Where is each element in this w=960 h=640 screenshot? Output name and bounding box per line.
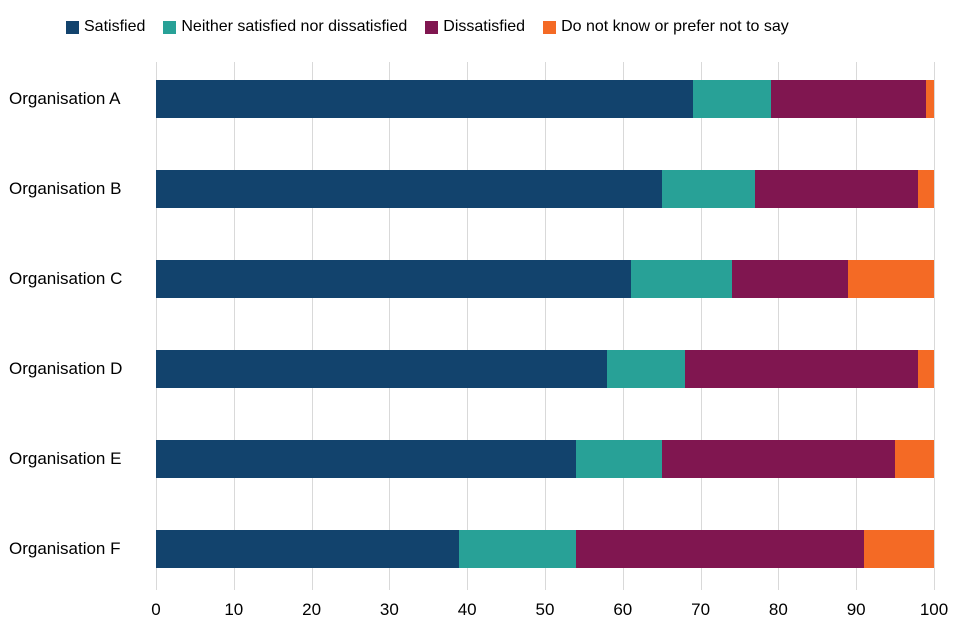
gridline [389,62,391,590]
bar-segment [685,350,919,388]
bar-row [156,80,934,118]
category-label: Organisation A [9,89,121,108]
legend-label: Dissatisfied [443,18,526,35]
bar-segment [156,350,608,388]
category-label: Organisation D [9,359,123,378]
x-tick-label: 80 [768,600,788,619]
legend-swatch-icon [163,20,177,34]
bar-segment [156,440,577,478]
legend: Satisfied Neither satisfied nor dissatisf… [66,18,789,36]
gridline [545,62,546,590]
bar-segment [630,260,732,298]
bar-row [156,440,934,478]
gridline [856,62,858,590]
legend-item: Dissatisfied [425,18,525,36]
gridline [467,62,469,590]
x-tick-label: 90 [846,600,866,619]
x-tick-label: 60 [613,600,633,619]
bar-row [156,170,934,208]
gridline [778,62,780,590]
bar-segment [459,530,577,568]
bar-segment [156,80,693,118]
x-tick-label: 40 [457,600,477,619]
bar-segment [576,440,662,478]
bar-row [156,260,934,298]
bar-segment [895,440,934,478]
category-label: Organisation F [9,539,121,558]
gridline [934,62,935,590]
bar-segment [156,170,662,208]
gridline [622,62,624,590]
category-label: Organisation C [9,269,123,288]
x-tick-label: 70 [691,600,711,619]
gridline [311,62,313,590]
x-tick-label: 20 [302,600,322,619]
bar-segment [848,260,934,298]
category-label: Organisation B [9,179,122,198]
gridline [700,62,702,590]
bar-segment [607,350,686,388]
bar-segment [661,170,756,208]
legend-swatch-icon [66,20,79,34]
bar-segment [770,80,927,118]
x-tick-label: 10 [224,600,244,619]
gridline [156,62,157,590]
legend-item: Do not know or prefer not to say [543,18,789,36]
bar-segment [156,260,631,298]
bar-segment [156,530,460,568]
bar-segment [863,530,934,568]
bar-segment [692,80,771,118]
legend-item: Satisfied [66,18,145,36]
x-tick-label: 50 [535,600,555,619]
bar-segment [576,530,864,568]
legend-label: Do not know or prefer not to say [561,18,789,35]
x-tick-label: 0 [151,600,161,619]
bar-segment [926,80,934,118]
legend-swatch-icon [543,20,557,34]
bar-segment [918,170,934,208]
plot-area [156,62,935,590]
bar-row [156,350,934,388]
legend-swatch-icon [425,20,439,34]
bar-segment [755,170,919,208]
bar-segment [731,260,849,298]
legend-label: Neither satisfied nor dissatisfied [181,18,408,35]
bar-segment [661,440,896,478]
x-tick-label: 30 [379,600,399,619]
legend-item: Neither satisfied nor dissatisfied [163,18,407,36]
x-tick-label: 100 [919,600,949,619]
bar-row [156,530,934,568]
legend-label: Satisfied [84,18,146,35]
bar-segment [918,350,934,388]
gridline [233,62,235,590]
category-label: Organisation E [9,449,122,468]
